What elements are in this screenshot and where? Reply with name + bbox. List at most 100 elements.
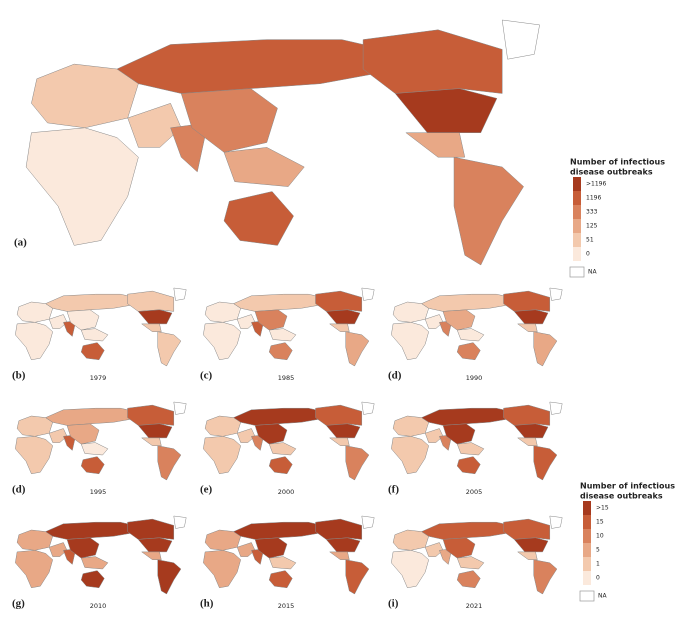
country-region [254, 309, 288, 331]
legend-title: Number of infectious [580, 482, 675, 491]
country-region [421, 293, 511, 312]
legend-na-box [569, 266, 585, 278]
country-region [31, 63, 139, 129]
country-region [501, 19, 540, 60]
country-region [268, 328, 297, 342]
panel-label: (h) [200, 598, 214, 610]
country-region [137, 537, 173, 553]
legend-swatch [573, 219, 581, 233]
country-region [80, 456, 105, 475]
panel-label: (f) [388, 484, 399, 496]
country-region [405, 132, 466, 158]
country-region [533, 559, 558, 595]
country-region [442, 423, 476, 445]
country-region [503, 518, 551, 540]
panel-year: 2000 [278, 488, 295, 496]
country-region [80, 442, 109, 456]
country-region [328, 437, 350, 446]
country-region [361, 515, 375, 529]
country-region [394, 88, 498, 133]
country-region [456, 556, 485, 570]
country-region [503, 404, 551, 426]
country-region [127, 102, 182, 148]
legend-title: disease outbreaks [570, 168, 653, 177]
country-region [45, 407, 135, 426]
country-region [15, 322, 53, 361]
panel-label: (d) [12, 484, 26, 496]
country-region [137, 309, 173, 325]
country-region [325, 537, 361, 553]
country-region [127, 290, 175, 312]
country-region [236, 542, 256, 557]
country-region [503, 290, 551, 312]
country-region [268, 556, 297, 570]
legend-swatch [583, 501, 591, 515]
country-region [513, 537, 549, 553]
country-region [180, 88, 278, 153]
country-region [236, 314, 256, 329]
panel-label: (a) [14, 237, 27, 249]
panel-year: 1995 [90, 488, 107, 496]
legend-label: 10 [596, 533, 604, 540]
country-region [48, 428, 68, 443]
country-region [45, 293, 135, 312]
country-region [421, 521, 511, 540]
country-region [456, 456, 481, 475]
country-region [442, 309, 476, 331]
country-region [66, 309, 100, 331]
country-region [516, 551, 538, 560]
country-region [127, 404, 175, 426]
country-region [254, 423, 288, 445]
country-region [315, 290, 363, 312]
country-region [424, 314, 444, 329]
country-region [140, 323, 162, 332]
panel-year: 1979 [90, 374, 107, 382]
country-region [48, 542, 68, 557]
country-region [173, 401, 187, 415]
country-region [513, 309, 549, 325]
country-region [516, 437, 538, 446]
country-region [345, 559, 370, 595]
legend-label: 0 [586, 251, 590, 258]
legend-swatch [583, 557, 591, 571]
country-region [362, 29, 503, 94]
panel-year: 1985 [278, 374, 295, 382]
country-region [456, 442, 485, 456]
legend-swatch [573, 177, 581, 191]
country-region [549, 287, 563, 301]
legend-na-box [579, 590, 595, 602]
legend-label: >15 [596, 505, 609, 512]
country-region [315, 404, 363, 426]
country-region [325, 309, 361, 325]
legend-swatch [573, 233, 581, 247]
country-region [442, 537, 476, 559]
country-region [140, 551, 162, 560]
country-region [268, 442, 297, 456]
country-region [140, 437, 162, 446]
panel-year: 1990 [466, 374, 483, 382]
legend-label: 5 [596, 547, 600, 554]
country-region [549, 515, 563, 529]
legend-label: >1196 [586, 181, 606, 188]
country-region [391, 322, 429, 361]
legend-label: 333 [586, 209, 598, 216]
legend-label: 15 [596, 519, 604, 526]
country-region [345, 445, 370, 481]
country-region [233, 293, 323, 312]
country-region [66, 537, 100, 559]
country-region [315, 518, 363, 540]
country-region [233, 521, 323, 540]
country-region [15, 550, 53, 589]
legend-label: 125 [586, 223, 598, 230]
country-region [48, 314, 68, 329]
legend-label: 0 [596, 575, 600, 582]
country-region [116, 39, 385, 94]
panel-year: 2010 [90, 602, 107, 610]
panel-year: 2021 [466, 602, 483, 610]
legend-swatch [573, 205, 581, 219]
country-region [325, 423, 361, 439]
country-region [127, 518, 175, 540]
legend-na: NA [598, 593, 607, 600]
country-region [15, 436, 53, 475]
